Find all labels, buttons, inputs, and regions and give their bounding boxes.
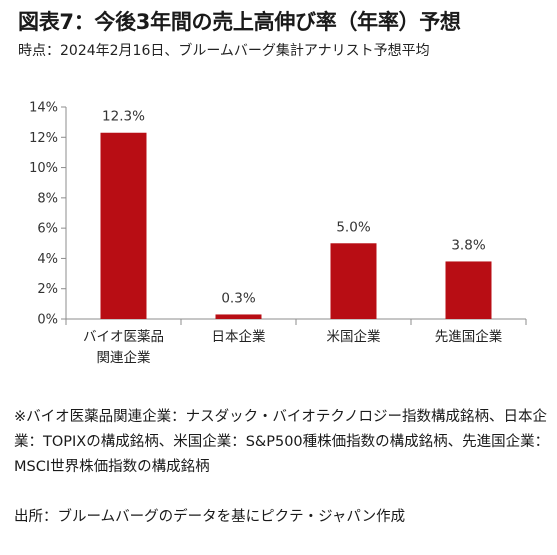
bar-chart: 0% 2% 4% 6% 8% 10% 12% 14% 12.3% バイオ医薬品関連企業 0.3% 日本… [0,80,557,380]
bar [215,314,262,319]
bar-chart-svg: 0% 2% 4% 6% 8% 10% 12% 14% 12.3% バイオ医薬品関連企業 0.3% 日本… [29,101,527,366]
chart-title: 図表7：今後3年間の売上高伸び率（年率）予想 [18,10,461,34]
y-tick-label: 4% [37,252,58,267]
y-tick-label: 10% [29,161,58,176]
chart-notes: ※バイオ医薬品関連企業：ナスダック・バイオテクノロジー指数構成銘柄、日本企業：T… [14,380,550,555]
y-tick-label: 0% [37,313,58,328]
bar [330,243,377,319]
note-source: 出所：ブルームバーグのデータを基にピクテ・ジャパン作成 [14,509,406,525]
y-tick-label: 2% [37,282,58,297]
x-category-label: 先進国企業 [435,328,503,345]
x-category-label: 日本企業 [212,328,266,345]
y-tick-label: 6% [37,222,58,237]
bar-value-label: 5.0% [336,219,370,235]
bar [445,261,492,319]
y-tick-label: 12% [29,131,58,146]
y-tick-label: 8% [37,191,58,206]
bar-value-label: 12.3% [102,109,145,125]
x-category-label: バイオ医薬品関連企業 [83,329,164,366]
x-category-label: 米国企業 [327,328,381,345]
y-tick-label: 14% [29,101,58,116]
bar [100,132,147,319]
bar-value-label: 0.3% [221,290,255,306]
note-definitions: ※バイオ医薬品関連企業：ナスダック・バイオテクノロジー指数構成銘柄、日本企業：T… [14,409,550,475]
chart-subtitle: 時点：2024年2月16日、ブルームバーグ集計アナリスト予想平均 [18,43,430,59]
bar-value-label: 3.8% [451,237,485,253]
